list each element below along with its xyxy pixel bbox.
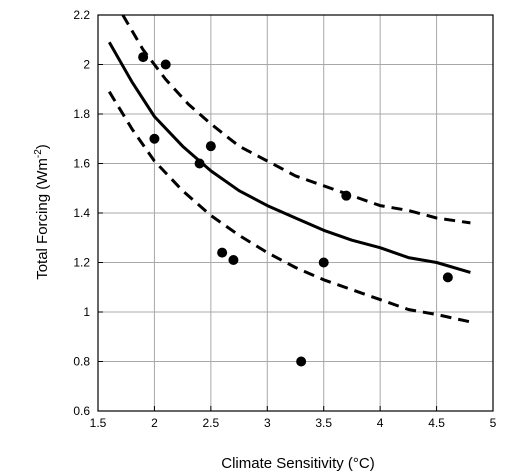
data-point xyxy=(217,247,228,258)
y-tick-label: 1.4 xyxy=(73,206,90,220)
y-axis-label-end: ) xyxy=(34,144,51,149)
y-tick-label: 0.8 xyxy=(73,355,90,369)
y-tick-labels: 0.6 0.8 1 1.2 1.4 1.6 1.8 2 2.2 xyxy=(73,8,103,418)
y-tick-label: 0.6 xyxy=(73,404,90,418)
data-point xyxy=(228,255,239,266)
data-point xyxy=(149,133,160,144)
data-point xyxy=(341,190,352,201)
x-tick-labels: 1.5 2 2.5 3 3.5 4 4.5 5 xyxy=(90,406,497,430)
y-tick-label: 1 xyxy=(83,305,90,319)
y-tick-label: 1.2 xyxy=(73,256,90,270)
fit-curve-solid xyxy=(107,41,471,274)
y-axis-label-main: Total Forcing (Wm xyxy=(34,158,51,280)
y-tick-label: 1.8 xyxy=(73,107,90,121)
data-points xyxy=(138,52,453,367)
data-point xyxy=(205,141,216,152)
y-axis-label-superscript: -2 xyxy=(33,149,44,158)
y-tick-label: 2 xyxy=(83,58,90,72)
x-tick-label: 5 xyxy=(490,416,497,430)
grid xyxy=(97,14,494,412)
x-tick-label: 2.5 xyxy=(203,416,220,430)
data-point xyxy=(138,52,149,63)
data-point xyxy=(296,356,307,367)
data-point xyxy=(194,158,205,169)
y-axis-label: Total Forcing (Wm-2) xyxy=(33,144,51,280)
x-tick-label: 3 xyxy=(264,416,271,430)
fit-curves xyxy=(107,14,471,324)
x-tick-label: 1.5 xyxy=(90,416,107,430)
bound-curve-dashed-2 xyxy=(108,90,471,324)
data-point xyxy=(160,59,171,70)
x-tick-label: 3.5 xyxy=(315,416,332,430)
y-tick-label: 2.2 xyxy=(73,8,90,22)
x-axis-label: Climate Sensitivity (°C) xyxy=(221,455,375,472)
x-tick-label: 4.5 xyxy=(428,416,445,430)
data-point xyxy=(318,257,329,268)
data-point xyxy=(442,272,453,283)
x-tick-label: 2 xyxy=(151,416,158,430)
y-tick-label: 1.6 xyxy=(73,157,90,171)
x-tick-label: 4 xyxy=(377,416,384,430)
bound-curve-dashed-1 xyxy=(121,14,471,225)
